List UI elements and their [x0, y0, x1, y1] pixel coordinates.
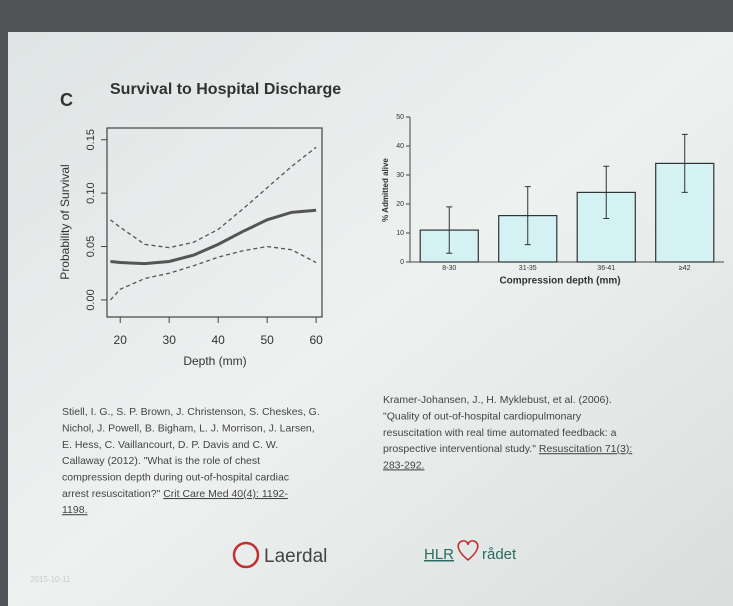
y-tick-label: 20	[396, 201, 404, 208]
x-axis-label: Compression depth (mm)	[499, 276, 620, 287]
y-tick-label: 50	[396, 114, 404, 121]
x-tick-label: 8-30	[442, 265, 456, 272]
slide	[8, 32, 733, 606]
logo-text: Laerdal	[264, 546, 327, 567]
date: 2015-10-11	[30, 575, 71, 584]
reference-text: resuscitation with real time automated f…	[383, 427, 617, 439]
reference-line: compression depth during out-of-hospital…	[62, 471, 289, 483]
reference-line: Callaway (2012). "What is the role of ch…	[62, 455, 260, 467]
y-tick-label: 0.05	[85, 236, 97, 257]
y-tick-label: 0.15	[85, 129, 97, 150]
reference-text: prospective interventional study."	[383, 443, 536, 455]
y-tick-label: 10	[396, 230, 404, 237]
reference-line: Nichol, J. Powell, B. Bigham, L. J. Morr…	[62, 422, 315, 434]
reference-text: Stiell, I. G., S. P. Brown, J. Christens…	[62, 406, 320, 418]
reference-text: Kramer-Johansen, J., H. Myklebust, et al…	[383, 394, 612, 406]
reference-line: prospective interventional study." Resus…	[383, 443, 632, 455]
x-tick-label: 40	[211, 333, 225, 347]
reference-link[interactable]: 283-292.	[383, 459, 424, 471]
reference-line: E. Hess, C. Vaillancourt, D. P. Davis an…	[62, 439, 278, 451]
y-axis-label: % Admitted alive	[381, 158, 390, 222]
y-tick-label: 0.00	[85, 289, 97, 310]
reference-text: Callaway (2012). "What is the role of ch…	[62, 455, 260, 467]
x-tick-label: 50	[260, 333, 274, 347]
reference-text: compression depth during out-of-hospital…	[62, 471, 289, 483]
reference-text: E. Hess, C. Vaillancourt, D. P. Davis an…	[62, 439, 278, 451]
page: {"chart_data": [ {"type": "line", "panel…	[0, 0, 733, 606]
reference-link[interactable]: Resuscitation 71(3):	[539, 443, 632, 455]
reference-link[interactable]: 1198.	[62, 504, 88, 516]
reference-line: Kramer-Johansen, J., H. Myklebust, et al…	[383, 394, 612, 406]
x-tick-label: 36-41	[597, 265, 615, 272]
reference-line: "Quality of out-of-hospital cardiopulmon…	[383, 410, 582, 422]
chart-title: Survival to Hospital Discharge	[110, 81, 341, 98]
logo-text: rådet	[482, 546, 517, 563]
reference-link[interactable]: Crit Care Med 40(4): 1192-	[163, 488, 288, 500]
x-tick-label: 31-35	[519, 265, 537, 272]
slide-photo: C Survival to Hospital Discharge Depth (…	[0, 0, 733, 606]
reference-line: Stiell, I. G., S. P. Brown, J. Christens…	[62, 406, 320, 418]
x-tick-label: 20	[114, 333, 128, 347]
reference-line: arrest resuscitation?" Crit Care Med 40(…	[62, 488, 288, 500]
y-tick-label: 30	[396, 172, 404, 179]
x-axis-label: Depth (mm)	[183, 354, 246, 368]
x-tick-label: ≥42	[679, 265, 691, 272]
y-tick-label: 0.10	[85, 182, 97, 203]
y-axis-label: Probability of Survival	[58, 164, 72, 279]
x-tick-label: 60	[309, 333, 323, 347]
y-tick-label: 40	[396, 143, 404, 150]
reference-line: resuscitation with real time automated f…	[383, 427, 617, 439]
reference-text: Nichol, J. Powell, B. Bigham, L. J. Morr…	[62, 422, 315, 434]
y-tick-label: 0	[400, 259, 404, 266]
panel-label: C	[60, 90, 73, 110]
x-tick-label: 30	[163, 333, 177, 347]
logo-text: HLR	[424, 546, 454, 563]
reference-text: "Quality of out-of-hospital cardiopulmon…	[383, 410, 582, 422]
reference-text: arrest resuscitation?"	[62, 488, 161, 500]
